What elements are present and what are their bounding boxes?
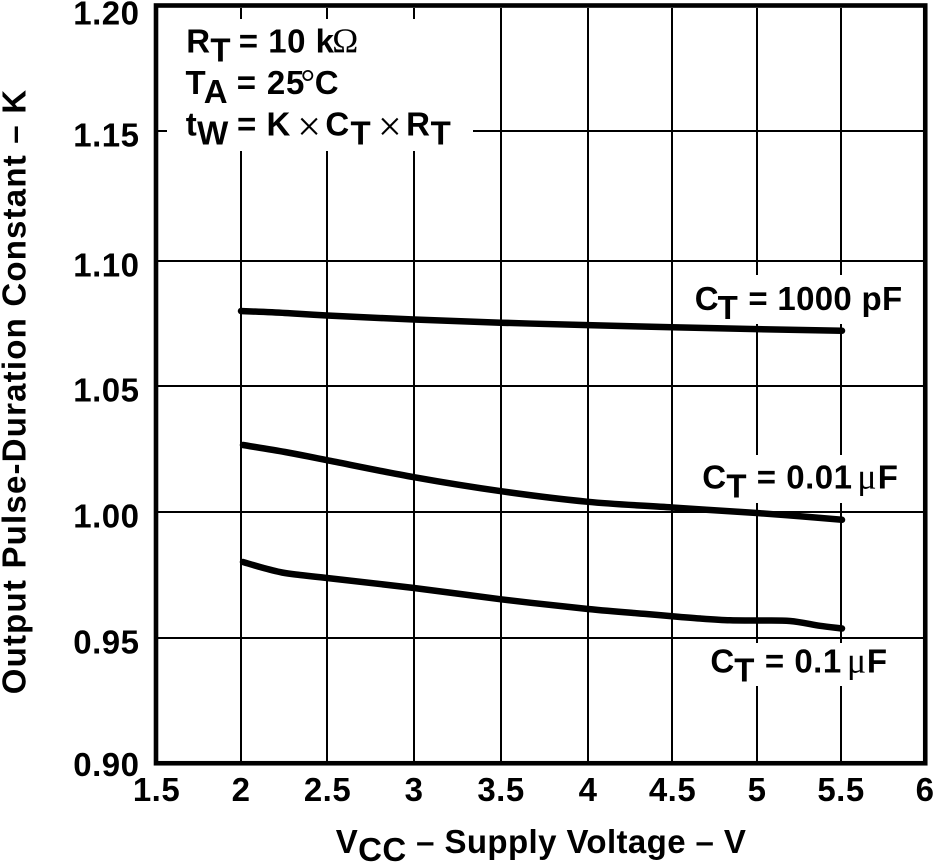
svg-text:2.5: 2.5 (304, 771, 351, 808)
svg-text:1.20: 1.20 (73, 0, 139, 32)
svg-text:0.90: 0.90 (73, 746, 139, 783)
svg-text:0.95: 0.95 (73, 623, 139, 660)
svg-text:5.5: 5.5 (817, 771, 864, 808)
svg-text:1.00: 1.00 (73, 498, 139, 535)
svg-text:2: 2 (232, 771, 251, 808)
svg-text:4: 4 (579, 771, 598, 808)
svg-text:1.15: 1.15 (73, 117, 139, 154)
svg-text:1.5: 1.5 (133, 771, 180, 808)
svg-text:3: 3 (405, 771, 424, 808)
svg-text:1.10: 1.10 (73, 246, 139, 283)
svg-text:4.5: 4.5 (649, 771, 696, 808)
svg-text:Output Pulse-Duration Constant: Output Pulse-Duration Constant – K (0, 89, 33, 694)
svg-text:1.05: 1.05 (73, 372, 139, 409)
svg-text:VCC – Supply Voltage – V: VCC – Supply Voltage – V (336, 823, 747, 863)
svg-text:5: 5 (748, 771, 767, 808)
svg-text:3.5: 3.5 (477, 771, 524, 808)
svg-text:6: 6 (916, 771, 934, 808)
